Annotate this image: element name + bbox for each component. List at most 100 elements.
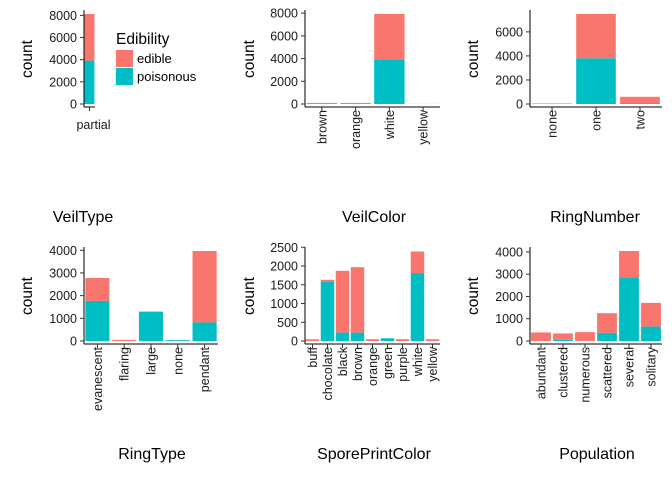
y-tick-label: 6000	[270, 29, 298, 43]
bar-buff-edible	[306, 339, 320, 341]
bar-partial-poisonous	[85, 61, 95, 104]
y-tick-label: 8000	[49, 9, 77, 23]
bar-flaring-edible	[112, 340, 136, 341]
bar-black-edible	[336, 271, 350, 333]
y-axis-title: count	[19, 39, 36, 78]
y-tick-label: 0	[70, 98, 77, 112]
panel-veiltype: 0 2000 4000 6000 8000 partial count VeilType	[19, 9, 113, 226]
bar-one-poisonous	[576, 58, 616, 104]
x-tick-label: green	[381, 347, 395, 379]
x-tick-label: white	[411, 347, 425, 377]
bar-large-poisonous	[139, 312, 163, 341]
y-axis-title: count	[241, 39, 258, 78]
bar-none-poisonous	[166, 340, 190, 341]
legend-title: Edibility	[116, 31, 170, 48]
x-tick-label: large	[145, 347, 159, 375]
bar-pendant-edible	[193, 251, 217, 322]
y-tick-label: 2000	[270, 75, 298, 89]
x-tick-label: partial	[76, 118, 110, 132]
bar-partial-edible	[85, 14, 95, 61]
panel-veilcolor: 0 2000 4000 6000 8000 brown orange white yellow c…	[241, 7, 440, 226]
x-axis-title: RingNumber	[550, 209, 640, 226]
bar-brown-edible	[307, 103, 337, 104]
bar-purple-edible	[396, 339, 410, 341]
y-tick-label: 2000	[49, 289, 77, 303]
bar-yellow-edible	[426, 339, 440, 341]
x-tick-label: buff	[306, 346, 320, 367]
bar-several-poisonous	[619, 278, 639, 341]
y-tick-label: 0	[291, 98, 298, 112]
bar-several-edible	[619, 251, 639, 278]
y-axis-title: count	[465, 276, 482, 315]
x-tick-label: chocolate	[321, 347, 335, 401]
y-tick-label: 4000	[495, 49, 523, 63]
bar-black-poisonous	[336, 333, 350, 341]
bar-orange-edible	[366, 339, 380, 341]
bar-white-edible	[411, 251, 425, 273]
bar-evanescent-poisonous	[85, 301, 109, 341]
y-tick-label: 4000	[495, 245, 523, 259]
bar-abundant-edible	[531, 332, 551, 341]
bar-evanescent-edible	[85, 278, 109, 301]
x-axis-title: RingType	[118, 446, 186, 463]
y-tick-label: 500	[277, 316, 298, 330]
y-tick-label: 1500	[270, 278, 298, 292]
y-tick-label: 0	[70, 335, 77, 349]
y-tick-label: 2000	[270, 260, 298, 274]
x-axis-title: VeilType	[53, 209, 114, 226]
x-tick-label: clustered	[557, 347, 571, 398]
x-tick-label: solitary	[645, 346, 659, 386]
x-tick-label: evanescent	[91, 346, 105, 410]
y-tick-label: 0	[516, 335, 523, 349]
bar-numerous-edible	[575, 332, 595, 341]
bar-chocolate-poisonous	[321, 282, 335, 341]
panels: 0 2000 4000 6000 8000 partial count VeilType 0 20…	[19, 7, 662, 463]
legend-key-edible	[116, 50, 133, 67]
x-tick-label: brown	[315, 110, 329, 144]
y-tick-label: 2500	[270, 241, 298, 255]
bar-brown-poisonous	[351, 333, 365, 341]
bar-white-edible	[374, 14, 404, 60]
x-tick-label: yellow	[417, 109, 431, 145]
y-tick-label: 2000	[49, 75, 77, 89]
bar-white-poisonous	[411, 273, 425, 341]
y-tick-label: 6000	[495, 25, 523, 39]
x-tick-label: abundant	[535, 346, 549, 399]
x-tick-label: flaring	[118, 347, 132, 381]
bar-two-poisonous	[620, 103, 660, 104]
x-tick-label: none	[171, 347, 185, 375]
bar-brown-edible	[351, 267, 365, 332]
y-axis-title: count	[241, 276, 258, 315]
x-axis-title: Population	[559, 446, 635, 463]
y-tick-label: 6000	[49, 31, 77, 45]
y-tick-label: 8000	[270, 7, 298, 21]
x-tick-label: purple	[396, 347, 410, 382]
y-axis-title: count	[465, 39, 482, 78]
x-tick-label: pendant	[198, 346, 212, 392]
bar-clustered-edible	[553, 333, 573, 339]
y-tick-label: 3000	[495, 268, 523, 282]
x-tick-label: white	[383, 110, 397, 140]
legend: Edibility edible poisonous	[116, 31, 197, 85]
x-tick-label: yellow	[426, 346, 440, 382]
y-tick-label: 4000	[49, 53, 77, 67]
y-tick-label: 4000	[49, 244, 77, 258]
y-tick-label: 4000	[270, 52, 298, 66]
y-tick-label: 2000	[495, 73, 523, 87]
y-tick-label: 1000	[495, 312, 523, 326]
x-tick-label: brown	[351, 347, 365, 381]
y-tick-label: 0	[516, 98, 523, 112]
y-tick-label: 1000	[49, 312, 77, 326]
bar-scattered-poisonous	[597, 333, 617, 341]
x-tick-label: none	[546, 110, 560, 138]
bar-pendant-poisonous	[193, 322, 217, 341]
x-tick-label: orange	[366, 347, 380, 386]
bar-green-poisonous	[381, 338, 395, 341]
x-tick-label: orange	[349, 110, 363, 149]
x-tick-label: black	[336, 346, 350, 376]
